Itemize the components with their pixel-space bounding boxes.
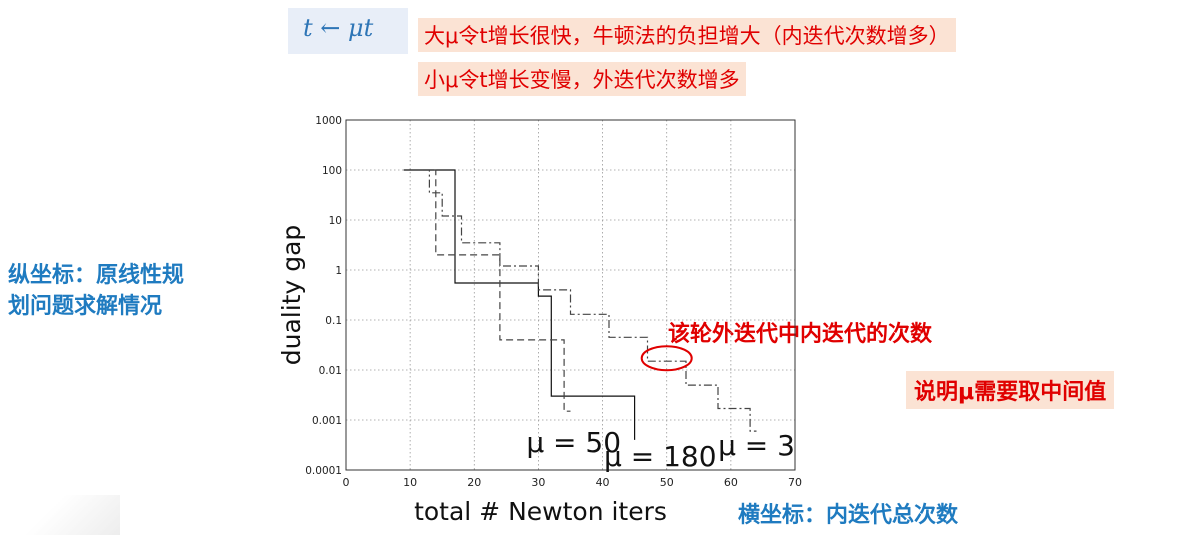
note-small-mu: 小μ令t增长变慢，外迭代次数增多 — [418, 62, 746, 96]
x-axis-explanation: 横坐标：内迭代总次数 — [738, 503, 959, 528]
x-tick-label: 0 — [343, 476, 350, 489]
y-tick-label: 1 — [335, 265, 342, 277]
y-axis-label: duality gap — [277, 225, 306, 366]
series-group — [403, 169, 757, 440]
conclusion-box: 说明μ需要取中间值 — [906, 371, 1115, 409]
series-line-1 — [423, 169, 571, 412]
x-tick-label: 70 — [788, 476, 802, 489]
curve-label-1: μ = 180 — [604, 440, 717, 473]
corner-decoration — [0, 495, 120, 535]
formula-box — [288, 8, 408, 54]
formula-text: t ← μt — [303, 14, 374, 42]
duality-gap-chart: 0 10 20 30 40 50 60 70 0.0001 0.001 0.01 0.1 1 10 100 1… — [277, 115, 802, 526]
note-large-mu: 大μ令t增长很快，牛顿法的负担增大（内迭代次数增多） — [418, 18, 956, 52]
y-tick-label: 1000 — [315, 115, 342, 127]
axis-ticks: 0 10 20 30 40 50 60 70 0.0001 0.001 0.01 0.1 1 10 100 1… — [305, 115, 802, 489]
y-tick-label: 0.1 — [325, 315, 342, 327]
x-tick-label: 40 — [596, 476, 610, 489]
y-axis-explanation-line1: 纵坐标：原线性规 — [8, 263, 185, 288]
y-axis-explanation-line2: 划问题求解情况 — [8, 294, 163, 319]
y-axis-explanation: 纵坐标：原线性规 划问题求解情况 — [8, 260, 184, 322]
x-tick-label: 30 — [531, 476, 545, 489]
y-tick-label: 0.0001 — [305, 465, 342, 477]
highlight-ellipse — [640, 345, 693, 372]
x-tick-label: 20 — [467, 476, 481, 489]
series-line-0 — [403, 169, 636, 440]
y-tick-label: 0.001 — [312, 415, 342, 427]
y-tick-label: 0.01 — [319, 365, 342, 377]
y-tick-label: 100 — [322, 165, 342, 177]
y-tick-label: 10 — [329, 215, 342, 227]
grid — [346, 120, 795, 470]
inner-iterations-annotation: 该轮外迭代中内迭代的次数 — [668, 322, 933, 347]
x-tick-label: 10 — [403, 476, 417, 489]
series-line-2 — [423, 169, 757, 432]
x-axis-label: total # Newton iters — [414, 497, 667, 526]
x-tick-label: 50 — [660, 476, 674, 489]
x-tick-label: 60 — [724, 476, 738, 489]
curve-label-2: μ = 3 — [718, 429, 795, 462]
curve-label-0: μ = 50 — [526, 426, 621, 459]
curve-labels: μ = 50μ = 180 μ = 3 — [526, 426, 795, 473]
plot-frame — [345, 119, 796, 471]
